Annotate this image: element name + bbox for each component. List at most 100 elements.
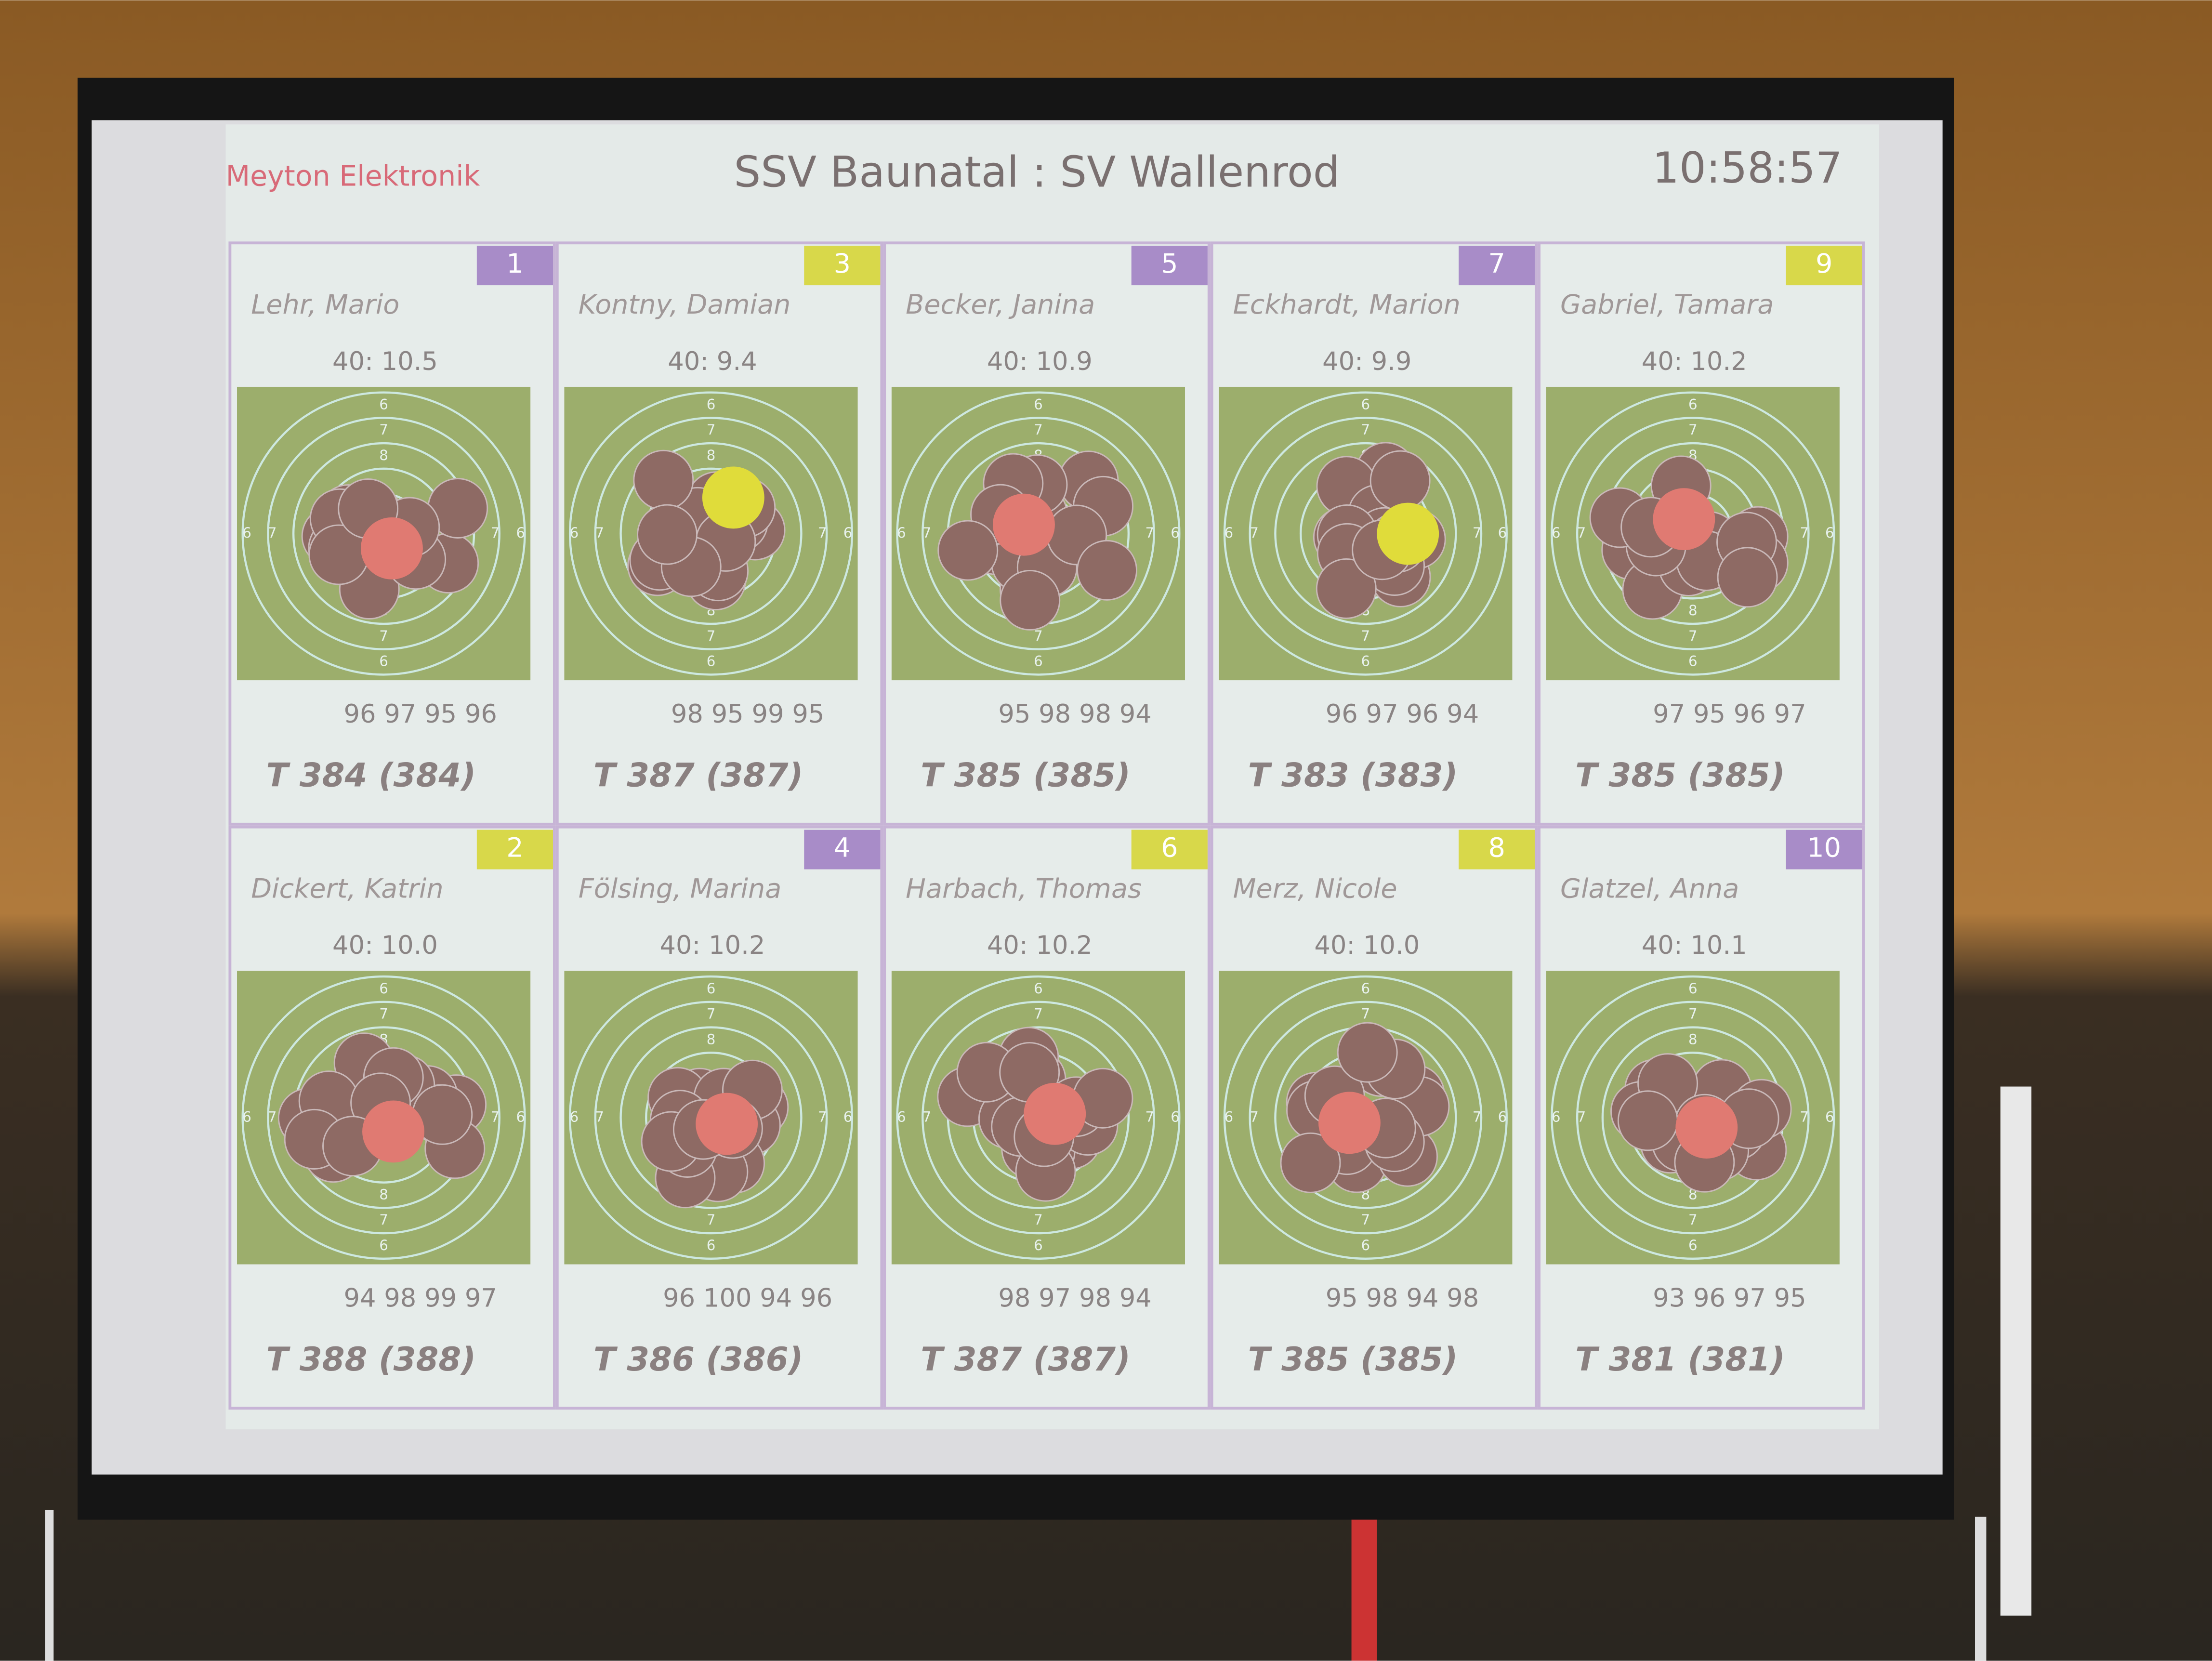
ring-label: 7 — [1473, 525, 1482, 541]
target-ring — [241, 391, 526, 676]
lane-badge — [1786, 830, 1862, 870]
ring-label: 6 — [897, 1108, 906, 1125]
last-shot-hole — [993, 493, 1055, 556]
target-ring — [1576, 1001, 1810, 1235]
lane-number: 7 — [1488, 248, 1505, 279]
ring-label: 6 — [1552, 1108, 1561, 1125]
total-score: T 387 (387) — [593, 756, 803, 794]
ring-label: 7 — [1800, 525, 1809, 541]
lane-badge — [1131, 830, 1208, 870]
ring-label: 7 — [268, 1108, 277, 1125]
target-ring — [594, 417, 828, 650]
ring-label: 6 — [1224, 1108, 1233, 1125]
lane-number: 10 — [1807, 832, 1841, 864]
ring-label: 6 — [1034, 653, 1043, 670]
shooter-name: Fölsing, Marina — [579, 873, 782, 905]
ring-label: 7 — [1577, 1108, 1586, 1125]
target-ring — [1551, 391, 1835, 676]
ring-label: 6 — [379, 396, 388, 413]
total-score: T 385 (385) — [1248, 1340, 1458, 1378]
target-ring — [1223, 391, 1508, 676]
ring-label: 6 — [1034, 980, 1043, 997]
ring-label: 6 — [897, 525, 906, 541]
ring-label: 6 — [707, 980, 716, 997]
ring-label: 7 — [818, 1108, 827, 1125]
ring-label: 7 — [379, 1006, 388, 1022]
last-shot: 40: 10.2 — [987, 931, 1093, 960]
target-ring — [1551, 975, 1835, 1260]
ring-label: 6 — [1688, 980, 1698, 997]
last-shot: 40: 10.1 — [1642, 931, 1747, 960]
ring-label: 7 — [268, 525, 277, 541]
ring-label: 6 — [1361, 980, 1370, 997]
ring-label: 6 — [1171, 525, 1180, 541]
ring-label: 6 — [1361, 396, 1370, 413]
ring-label: 6 — [1171, 1108, 1180, 1125]
lane-badge — [1459, 246, 1535, 286]
ring-label: 7 — [491, 525, 500, 541]
series-scores: 93 96 97 95 — [1653, 1283, 1806, 1313]
target-ring — [594, 1001, 828, 1235]
ring-label: 6 — [1498, 1108, 1507, 1125]
series-scores: 98 97 98 94 — [998, 1283, 1152, 1313]
total-score: T 387 (387) — [921, 1340, 1131, 1378]
shot-hole — [1369, 450, 1431, 511]
series-scores: 94 98 99 97 — [343, 1283, 497, 1313]
lane-badge — [476, 246, 553, 286]
target-ring — [568, 975, 854, 1260]
ring-label: 8 — [1688, 602, 1698, 619]
ring-label: 6 — [1034, 1237, 1043, 1253]
ring-label: 7 — [1800, 1108, 1809, 1125]
shooter-name: Kontny, Damian — [579, 289, 791, 320]
ring-label: 6 — [707, 1237, 716, 1253]
ring-label: 6 — [379, 1237, 388, 1253]
lane-badge — [476, 830, 553, 870]
ring-label: 7 — [491, 1108, 500, 1125]
ring-label: 7 — [595, 525, 604, 541]
ring-label: 8 — [379, 447, 388, 463]
clock: 10:58:57 — [1652, 143, 1843, 193]
lane-number: 6 — [1161, 832, 1178, 864]
target-ring — [922, 1001, 1155, 1235]
shot-hole — [1717, 547, 1778, 608]
ring-label: 6 — [843, 1108, 853, 1125]
shooter-name: Lehr, Mario — [251, 289, 399, 320]
ring-label: 7 — [707, 628, 716, 644]
ring-label: 7 — [1361, 1212, 1370, 1228]
ring-label: 6 — [1825, 1108, 1834, 1125]
ring-label: 7 — [1034, 1212, 1043, 1228]
ring-label: 7 — [379, 422, 388, 438]
ring-label: 7 — [1361, 628, 1370, 644]
ring-label: 7 — [707, 1006, 716, 1022]
target-ring — [241, 975, 526, 1260]
total-score: T 383 (383) — [1248, 756, 1458, 794]
lane-number: 8 — [1488, 832, 1505, 864]
last-shot: 40: 10.2 — [659, 931, 765, 960]
stand-leg — [45, 1510, 54, 1661]
ring-label: 7 — [1034, 628, 1043, 644]
shooter-name: Glatzel, Anna — [1560, 873, 1739, 905]
ring-label: 7 — [1250, 525, 1259, 541]
ring-label: 6 — [707, 653, 716, 670]
ring-label: 7 — [1145, 1108, 1154, 1125]
last-shot: 40: 9.9 — [1322, 347, 1411, 376]
series-scores: 95 98 98 94 — [998, 699, 1152, 729]
ring-label: 6 — [1034, 396, 1043, 413]
lane-badge — [804, 246, 881, 286]
last-shot: 40: 10.0 — [332, 931, 438, 960]
lane-badge — [1131, 246, 1208, 286]
last-shot-hole — [1318, 1092, 1381, 1154]
shooter-name: Merz, Nicole — [1233, 873, 1397, 905]
series-scores: 96 100 94 96 — [663, 1283, 832, 1313]
ring-label: 7 — [595, 1108, 604, 1125]
